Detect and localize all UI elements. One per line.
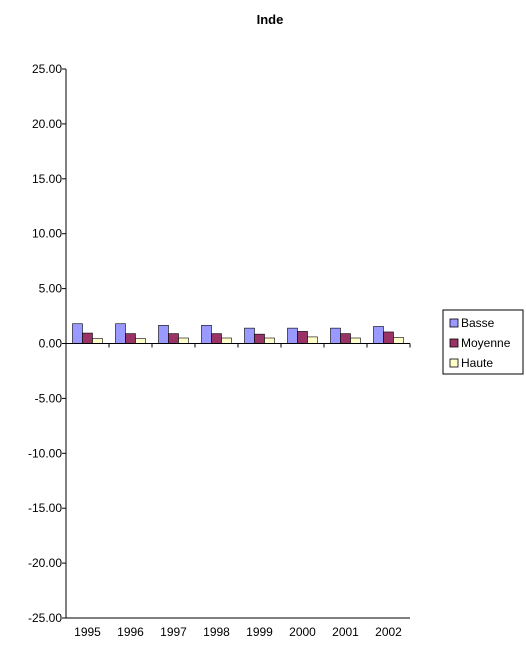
bar-haute [221, 337, 232, 344]
x-tick-label: 1999 [246, 625, 273, 639]
bar-basse [201, 325, 212, 344]
legend-swatch [449, 338, 459, 348]
x-tick-label: 2000 [289, 625, 316, 639]
bar-haute [350, 337, 361, 344]
bar-haute [135, 338, 146, 344]
y-tick-label: 15.00 [32, 172, 62, 186]
bar-basse [158, 325, 169, 344]
bar-haute [92, 338, 103, 344]
y-tick-label: 0.00 [39, 337, 63, 351]
x-tick-label: 2001 [332, 625, 359, 639]
bars [72, 323, 404, 344]
bar-haute [393, 337, 404, 344]
bar-basse [287, 327, 298, 344]
x-tick-label: 1995 [74, 625, 101, 639]
legend-swatch [449, 318, 459, 328]
y-tick-label: -20.00 [28, 556, 62, 570]
bar-moyenne [211, 333, 222, 344]
legend: Basse Moyenne Haute [442, 309, 524, 375]
legend-label: Basse [461, 316, 495, 330]
bar-moyenne [340, 333, 351, 344]
y-tick-label: -15.00 [28, 501, 62, 515]
y-tick-label: -10.00 [28, 446, 62, 460]
bar-basse [72, 323, 83, 344]
y-tick-label: 5.00 [39, 282, 63, 296]
y-tick-label: -25.00 [28, 611, 62, 625]
bar-basse [115, 323, 126, 344]
x-tick-label: 1997 [160, 625, 187, 639]
y-tick-label: -5.00 [35, 391, 63, 405]
bar-moyenne [168, 333, 179, 344]
x-axis-ticks: 1995 1996 1997 1998 1999 2000 2001 2002 [65, 343, 411, 639]
y-tick-label: 20.00 [32, 117, 62, 131]
bar-haute [264, 337, 275, 344]
bar-basse [244, 327, 255, 344]
x-tick-label: 2002 [375, 625, 402, 639]
bar-haute [178, 337, 189, 344]
x-tick-label: 1996 [117, 625, 144, 639]
bar-moyenne [82, 332, 93, 344]
x-tick-label: 1998 [203, 625, 230, 639]
bar-moyenne [297, 331, 308, 344]
bar-basse [373, 326, 384, 344]
y-tick-label: 10.00 [32, 227, 62, 241]
legend-swatch [449, 358, 459, 368]
y-axis-ticks: 25.00 20.00 15.00 10.00 5.00 0.00 -5.00 -10.00 -… [28, 62, 66, 625]
y-tick-label: 25.00 [32, 62, 62, 76]
chart-title: Inde [257, 12, 284, 27]
legend-label: Moyenne [461, 336, 511, 350]
bar-moyenne [383, 331, 394, 344]
bar-moyenne [125, 333, 136, 344]
bar-moyenne [254, 333, 265, 344]
legend-label: Haute [461, 356, 493, 370]
bar-basse [330, 327, 341, 344]
bar-haute [307, 336, 318, 344]
